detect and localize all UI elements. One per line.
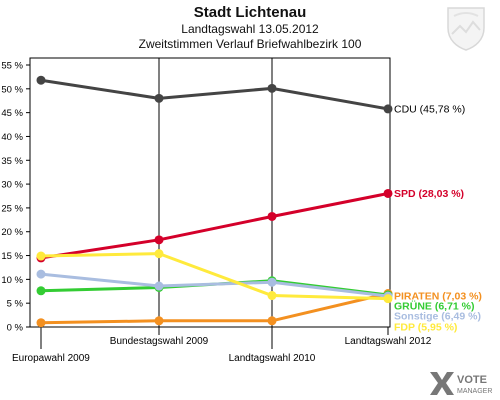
y-tick-label: 30 %	[1, 180, 23, 191]
y-tick-label: 10 %	[1, 275, 23, 286]
chart-lines	[36, 75, 393, 328]
data-point-piraten	[36, 318, 46, 328]
data-point-spd	[154, 235, 164, 245]
x-tick-label: Landtagswahl 2012	[345, 336, 432, 347]
y-tick-label: 0 %	[7, 323, 24, 334]
data-point-piraten	[154, 316, 164, 326]
y-tick-label: 35 %	[1, 156, 23, 167]
series-label-piraten: PIRATEN (7,03 %)	[394, 291, 482, 303]
data-point-cdu	[267, 83, 277, 93]
chart-subtitle-district: Zweitstimmen Verlauf Briefwahlbezirk 100	[138, 37, 362, 51]
data-point-cdu	[36, 75, 46, 85]
data-point-sonstige	[36, 269, 46, 279]
data-point-piraten	[267, 316, 277, 326]
series-line-sonstige	[40, 272, 389, 298]
series-label-cdu: CDU (45,78 %)	[394, 103, 465, 115]
y-tick-label: 20 %	[1, 227, 23, 238]
x-tick-label: Europawahl 2009	[12, 353, 90, 364]
y-tick-label: 55 %	[1, 61, 23, 72]
y-tick-label: 50 %	[1, 84, 23, 95]
y-tick-label: 40 %	[1, 132, 23, 143]
series-label-spd: SPD (28,03 %)	[394, 188, 464, 200]
chart-header: Stadt Lichtenau Landtagswahl 13.05.2012 …	[0, 4, 500, 52]
coat-of-arms-icon	[447, 7, 485, 51]
chart-series-labels: CDU (45,78 %) SPD (28,03 %) PIRATEN (7,03 …	[394, 103, 482, 333]
data-point-spd	[383, 188, 393, 198]
vote-manager-logo: VOTE MANAGER	[430, 372, 492, 395]
series-line-fdp	[40, 252, 389, 301]
data-point-fdp	[154, 249, 164, 259]
data-point-cdu	[383, 104, 393, 114]
data-point-grüne	[36, 286, 46, 296]
series-label-grüne: GRÜNE (6,71 %)	[394, 300, 475, 313]
series-line-cdu	[40, 78, 389, 111]
data-point-sonstige	[154, 281, 164, 291]
data-point-fdp	[36, 251, 46, 261]
series-label-sonstige: Sonstige (6,49 %)	[394, 311, 481, 323]
x-tick-label: Landtagswahl 2010	[229, 353, 316, 364]
y-tick-label: 5 %	[7, 299, 24, 310]
logo-text-vote: VOTE	[457, 374, 487, 386]
series-line-spd	[40, 192, 389, 260]
data-point-fdp	[267, 291, 277, 301]
series-line-piraten	[40, 292, 389, 325]
series-label-fdp: FDP (5,95 %)	[394, 322, 457, 334]
data-point-cdu	[154, 93, 164, 103]
chart-title: Stadt Lichtenau	[193, 4, 307, 21]
chart-subtitle-date: Landtagswahl 13.05.2012	[181, 22, 319, 36]
logo-text-manager: MANAGER	[457, 388, 492, 395]
x-tick-label: Bundestagswahl 2009	[110, 336, 209, 347]
y-tick-label: 15 %	[1, 251, 23, 262]
y-tick-label: 45 %	[1, 108, 23, 119]
y-tick-label: 25 %	[1, 203, 23, 214]
data-point-sonstige	[267, 277, 277, 287]
data-point-spd	[267, 211, 277, 221]
data-point-fdp	[383, 294, 393, 304]
